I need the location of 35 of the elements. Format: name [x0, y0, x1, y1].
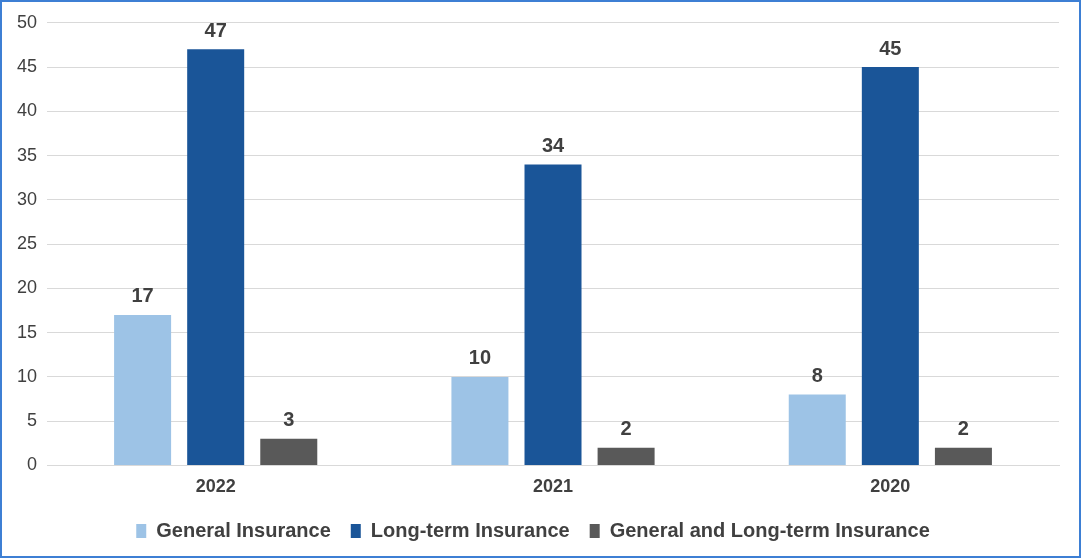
y-tick-label: 30: [16, 188, 38, 209]
data-label: 10: [468, 346, 492, 369]
bar: [597, 447, 655, 465]
data-label: 2: [620, 417, 632, 440]
y-tick-label: 20: [16, 277, 38, 298]
legend-label: General Insurance: [156, 518, 331, 541]
data-label: 3: [283, 408, 295, 431]
legend-label: General and Long-term Insurance: [609, 518, 930, 541]
x-tick-label: 2021: [532, 476, 574, 497]
legend-label: Long-term Insurance: [370, 518, 570, 541]
data-label: 2: [957, 417, 969, 440]
y-tick-label: 5: [27, 410, 38, 431]
bar: [451, 376, 509, 465]
y-tick-label: 45: [16, 56, 38, 77]
bar: [114, 314, 172, 465]
y-tick-label: 10: [16, 365, 38, 386]
y-tick-label: 50: [16, 11, 38, 32]
data-label: 45: [879, 36, 902, 59]
data-label: 8: [811, 364, 823, 387]
bar: [260, 438, 318, 465]
y-tick-label: 35: [16, 144, 38, 165]
bar: [861, 67, 919, 465]
data-label: 47: [204, 18, 227, 41]
y-tick-label: 25: [16, 233, 38, 254]
data-label: 17: [131, 284, 154, 307]
y-tick-label: 40: [16, 100, 38, 121]
data-label: 34: [541, 133, 566, 156]
bar: [524, 164, 582, 465]
y-tick-label: 0: [27, 454, 38, 475]
x-tick-label: 2022: [195, 476, 236, 497]
x-tick-label: 2020: [870, 476, 911, 497]
y-tick-label: 15: [16, 321, 38, 342]
bar: [187, 49, 245, 465]
bar: [934, 447, 992, 465]
bar: [788, 394, 846, 465]
